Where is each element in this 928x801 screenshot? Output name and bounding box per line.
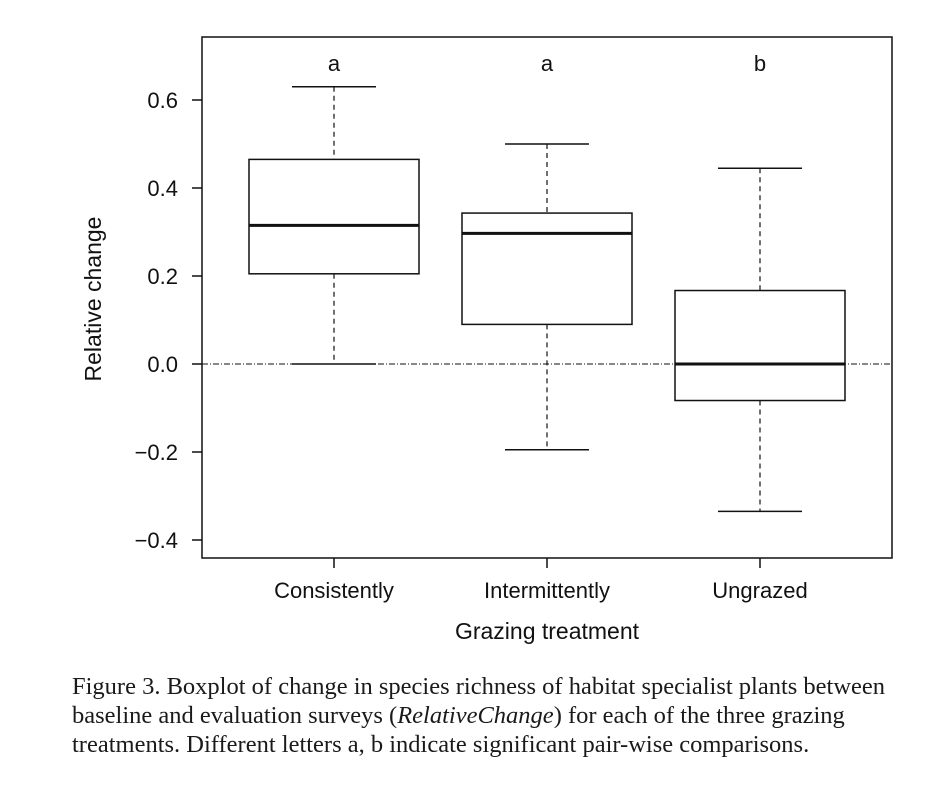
y-tick-label: −0.4 — [135, 528, 178, 553]
plot-layer: −0.4 −0.2 0.0 0.2 0.4 0.6 Consistently a Intermi… — [135, 51, 892, 603]
x-tick-label: Intermittently — [484, 578, 610, 603]
iqr-box — [248, 158, 420, 275]
y-axis-title: Relative change — [80, 217, 106, 382]
caption-italic-term: RelativeChange — [397, 702, 554, 729]
x-tick-label: Ungrazed — [712, 578, 807, 603]
y-tick-label: 0.0 — [147, 352, 178, 377]
figure-caption: Figure 3. Boxplot of change in species r… — [72, 672, 912, 759]
iqr-box — [461, 212, 633, 326]
caption-text-end: ) for each of the three grazing treatmen… — [72, 702, 845, 758]
y-tick-label: 0.6 — [147, 88, 178, 113]
y-tick-label: 0.2 — [147, 264, 178, 289]
caption-text-start: Figure 3. Boxplot of change in species r… — [72, 673, 886, 729]
iqr-box — [674, 289, 846, 402]
group-letter: b — [754, 51, 766, 76]
group-letter: a — [541, 51, 554, 76]
y-tick-label: 0.4 — [147, 176, 178, 201]
x-tick-label: Consistently — [274, 578, 394, 603]
x-axis-title: Grazing treatment — [455, 618, 640, 644]
group-letter: a — [328, 51, 341, 76]
y-tick-label: −0.2 — [135, 440, 178, 465]
